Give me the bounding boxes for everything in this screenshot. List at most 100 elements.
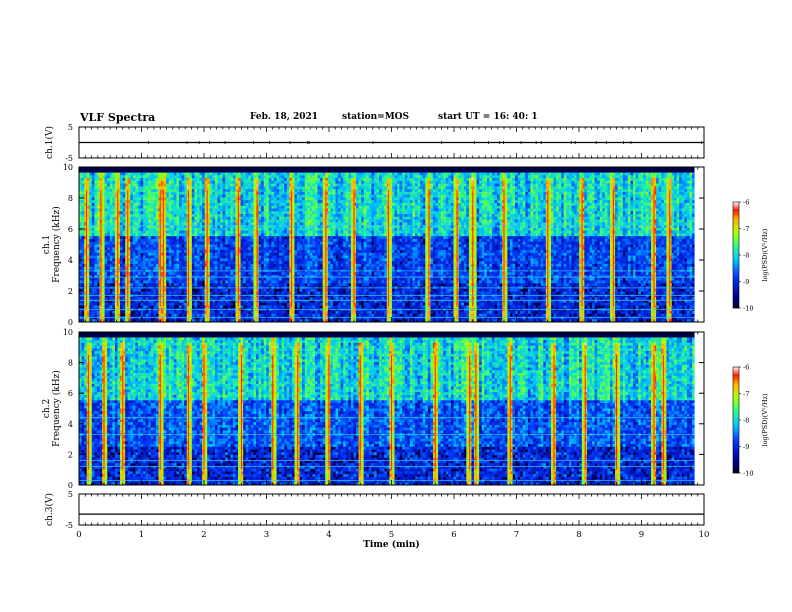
spectrogram-cell xyxy=(273,216,277,220)
spectrogram-cell xyxy=(253,291,257,295)
spectrogram-cell xyxy=(297,189,300,193)
spectrogram-cell xyxy=(225,252,228,256)
spectrogram-cell xyxy=(220,280,223,284)
spectrogram-cell xyxy=(96,238,100,242)
spectrogram-cell xyxy=(127,313,131,317)
spectrogram-cell xyxy=(171,250,175,254)
spectrogram-cell xyxy=(214,230,218,234)
spectrogram-cell xyxy=(207,183,211,187)
spectrogram-cell xyxy=(309,255,313,259)
spectrogram-cell xyxy=(91,208,95,212)
spectrogram-cell xyxy=(155,238,159,242)
spectrogram-cell xyxy=(194,238,198,242)
spectrogram-cell xyxy=(189,205,193,209)
spectrogram-cell xyxy=(112,225,116,229)
spectrogram-cell xyxy=(291,244,295,248)
spectrogram-cell xyxy=(163,255,167,259)
spectrogram-cell xyxy=(181,280,185,284)
spectrogram-cell xyxy=(245,202,249,206)
spectrogram-cell xyxy=(279,211,282,215)
spectrogram-cell xyxy=(127,230,131,234)
spectrogram-cell xyxy=(263,205,267,209)
spectrogram-cell xyxy=(171,205,175,209)
spectrogram-cell xyxy=(281,272,285,276)
spectrogram-cell xyxy=(145,236,149,240)
spectrogram-cell xyxy=(102,283,105,287)
spectrogram-cell xyxy=(196,247,200,251)
spectrogram-cell xyxy=(309,310,313,314)
spectrogram-cell xyxy=(279,236,282,240)
spectrogram-cell xyxy=(79,189,82,193)
spectrogram-cell xyxy=(176,236,180,240)
spectrogram-cell xyxy=(140,191,144,195)
spectrogram-cell xyxy=(127,205,131,209)
spectrogram-cell xyxy=(271,316,275,320)
spectrogram-cell xyxy=(302,283,305,287)
spectrogram-cell xyxy=(307,216,311,220)
spectrogram-cell xyxy=(107,319,110,323)
spectrogram-cell xyxy=(130,189,134,193)
spectrogram-cell xyxy=(145,297,149,301)
spectrogram-cell xyxy=(86,280,90,284)
spectrogram-cell xyxy=(250,247,254,251)
spectrogram-cell xyxy=(281,283,285,287)
spectrogram-cell xyxy=(286,255,290,259)
spectrogram-cell xyxy=(248,252,252,256)
spectrogram-cell xyxy=(153,183,157,187)
spectrogram-cell xyxy=(132,186,136,190)
spectrogram-cell xyxy=(222,178,226,182)
spectrogram-cell xyxy=(81,205,85,209)
spectrogram-cell xyxy=(140,277,144,281)
spectrogram-cell xyxy=(261,227,264,231)
spectrogram-cell xyxy=(153,302,157,306)
spectrogram-cell xyxy=(107,274,110,278)
spectrogram-cell xyxy=(199,230,203,234)
spectrogram-cell xyxy=(125,236,128,240)
spectrogram-cell xyxy=(130,250,134,254)
spectrogram-cell xyxy=(225,178,228,182)
spectrogram-cell xyxy=(181,261,185,265)
spectrogram-cell xyxy=(199,194,203,198)
spectrogram-cell xyxy=(143,227,146,231)
spectrogram-cell xyxy=(107,305,110,309)
spectrogram-cell xyxy=(181,191,185,195)
spectrogram-cell xyxy=(207,236,211,240)
spectrogram-cell xyxy=(125,214,128,218)
spectrogram-cell xyxy=(266,180,270,184)
spectrogram-cell xyxy=(284,219,287,223)
spectrogram-cell xyxy=(243,302,246,306)
spectrogram-cell xyxy=(261,252,264,256)
spectrogram-cell xyxy=(138,319,141,323)
spectrogram-cell xyxy=(261,283,264,287)
spectrogram-cell xyxy=(122,302,126,306)
spectrogram-cell xyxy=(243,263,246,267)
spectrogram-cell xyxy=(166,241,169,245)
spectrogram-cell xyxy=(112,222,116,226)
spectrogram-cell xyxy=(299,202,303,206)
spectrogram-cell xyxy=(281,194,285,198)
spectrogram-cell xyxy=(89,277,93,281)
spectrogram-cell xyxy=(276,200,280,204)
spectrogram-cell xyxy=(250,208,254,212)
spectrogram-cell xyxy=(148,191,152,195)
spectrogram-cell xyxy=(235,202,239,206)
spectrogram-cell xyxy=(194,261,198,265)
spectrogram-cell xyxy=(163,305,167,309)
spectrogram-cell xyxy=(171,244,175,248)
spectrogram-cell xyxy=(294,283,298,287)
spectrogram-cell xyxy=(130,230,134,234)
spectrogram-cell xyxy=(232,250,236,254)
spectrogram-cell xyxy=(155,247,159,251)
spectrogram-cell xyxy=(189,299,193,303)
spectrogram-cell xyxy=(127,261,131,265)
spectrogram-cell xyxy=(266,283,270,287)
spectrogram-cell xyxy=(214,186,218,190)
spectrogram-cell xyxy=(81,191,85,195)
spectrogram-cell xyxy=(225,191,228,195)
spectrogram-cell xyxy=(312,200,316,204)
spectrogram-cell xyxy=(107,280,110,284)
spectrogram-cell xyxy=(130,211,134,215)
spectrogram-cell xyxy=(307,277,311,281)
spectrogram-cell xyxy=(184,214,187,218)
spectrogram-cell xyxy=(91,261,95,265)
